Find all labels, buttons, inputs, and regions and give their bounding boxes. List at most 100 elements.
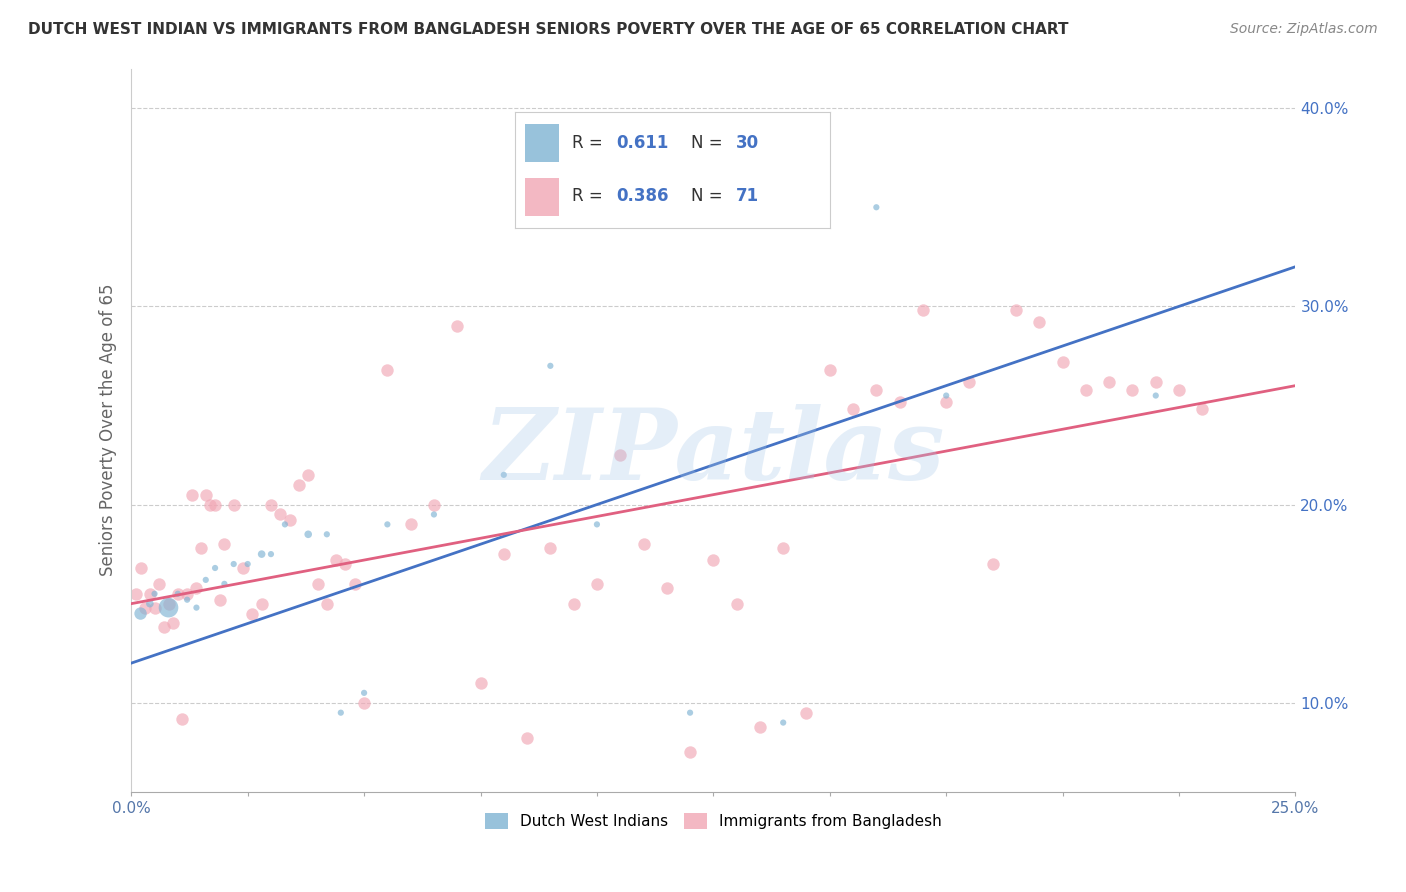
Point bbox=[725, 597, 748, 611]
Point bbox=[129, 561, 152, 575]
Point bbox=[702, 553, 724, 567]
Point bbox=[655, 581, 678, 595]
Point bbox=[186, 581, 208, 595]
Point bbox=[315, 597, 337, 611]
Point bbox=[679, 745, 702, 759]
Point bbox=[143, 587, 166, 601]
Point bbox=[586, 577, 609, 591]
Point bbox=[176, 587, 198, 601]
Point bbox=[1144, 375, 1167, 389]
Point bbox=[194, 488, 217, 502]
Point bbox=[143, 600, 166, 615]
Point bbox=[865, 200, 887, 214]
Point bbox=[129, 607, 152, 621]
Point bbox=[353, 686, 375, 700]
Point bbox=[148, 577, 170, 591]
Point bbox=[1191, 402, 1213, 417]
Point bbox=[208, 592, 231, 607]
Point bbox=[200, 498, 222, 512]
Point bbox=[935, 388, 957, 402]
Point bbox=[1098, 375, 1121, 389]
Point bbox=[377, 363, 399, 377]
Point bbox=[139, 587, 162, 601]
Point bbox=[139, 597, 162, 611]
Point bbox=[981, 557, 1004, 571]
Point bbox=[353, 696, 375, 710]
Point bbox=[423, 498, 446, 512]
Point bbox=[1168, 383, 1191, 397]
Point bbox=[214, 537, 236, 551]
Point bbox=[278, 513, 301, 527]
Point bbox=[325, 553, 347, 567]
Point bbox=[935, 394, 957, 409]
Point bbox=[214, 577, 236, 591]
Text: Source: ZipAtlas.com: Source: ZipAtlas.com bbox=[1230, 22, 1378, 37]
Point bbox=[329, 706, 352, 720]
Point bbox=[180, 488, 202, 502]
Point bbox=[609, 448, 631, 462]
Point bbox=[250, 597, 273, 611]
Point bbox=[772, 541, 794, 556]
Point bbox=[1074, 383, 1097, 397]
Point bbox=[153, 620, 176, 634]
Text: DUTCH WEST INDIAN VS IMMIGRANTS FROM BANGLADESH SENIORS POVERTY OVER THE AGE OF : DUTCH WEST INDIAN VS IMMIGRANTS FROM BAN… bbox=[28, 22, 1069, 37]
Point bbox=[1028, 315, 1050, 329]
Point bbox=[222, 498, 245, 512]
Point bbox=[516, 731, 538, 746]
Point bbox=[538, 359, 561, 373]
Point bbox=[240, 607, 263, 621]
Point bbox=[288, 477, 311, 491]
Point bbox=[176, 592, 198, 607]
Point bbox=[1005, 303, 1028, 318]
Point bbox=[335, 557, 357, 571]
Point bbox=[633, 537, 655, 551]
Point bbox=[889, 394, 911, 409]
Point bbox=[260, 498, 283, 512]
Point bbox=[166, 587, 188, 601]
Point bbox=[562, 597, 585, 611]
Point bbox=[190, 541, 212, 556]
Point bbox=[222, 557, 245, 571]
Point bbox=[423, 508, 446, 522]
Point bbox=[748, 720, 770, 734]
Point bbox=[134, 600, 156, 615]
Point bbox=[157, 600, 180, 615]
Point bbox=[315, 527, 337, 541]
Point bbox=[399, 517, 422, 532]
Point bbox=[1121, 383, 1143, 397]
Point bbox=[297, 467, 319, 482]
Point bbox=[307, 577, 329, 591]
Point bbox=[297, 527, 319, 541]
Point bbox=[250, 547, 273, 561]
Point bbox=[260, 547, 283, 561]
Point bbox=[162, 616, 184, 631]
Point bbox=[1144, 388, 1167, 402]
Point bbox=[274, 517, 297, 532]
Point bbox=[194, 573, 217, 587]
Legend: Dutch West Indians, Immigrants from Bangladesh: Dutch West Indians, Immigrants from Bang… bbox=[479, 806, 948, 835]
Point bbox=[204, 561, 226, 575]
Point bbox=[772, 715, 794, 730]
Point bbox=[172, 712, 194, 726]
Y-axis label: Seniors Poverty Over the Age of 65: Seniors Poverty Over the Age of 65 bbox=[100, 284, 117, 576]
Point bbox=[538, 541, 561, 556]
Point bbox=[818, 363, 841, 377]
Point bbox=[157, 597, 180, 611]
Point bbox=[236, 557, 259, 571]
Point bbox=[269, 508, 291, 522]
Point bbox=[492, 467, 515, 482]
Point bbox=[586, 517, 609, 532]
Point bbox=[204, 498, 226, 512]
Point bbox=[842, 402, 865, 417]
Point bbox=[796, 706, 818, 720]
Point bbox=[125, 587, 148, 601]
Point bbox=[1052, 355, 1074, 369]
Point bbox=[446, 319, 468, 334]
Text: ZIPatlas: ZIPatlas bbox=[482, 404, 945, 500]
Point bbox=[166, 587, 188, 601]
Point bbox=[679, 706, 702, 720]
Point bbox=[377, 517, 399, 532]
Point bbox=[343, 577, 366, 591]
Point bbox=[186, 600, 208, 615]
Point bbox=[232, 561, 254, 575]
